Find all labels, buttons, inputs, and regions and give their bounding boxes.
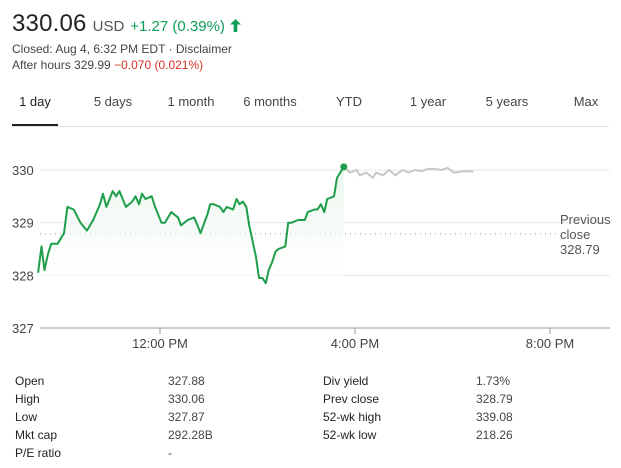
- key-stats-table: Open 327.88 Div yield 1.73% High 330.06 …: [15, 372, 513, 462]
- after-hours-price: After hours 329.99: [12, 58, 111, 72]
- price-row: 330.06 USD +1.27 (0.39%): [12, 10, 612, 38]
- stat-label: Mkt cap: [15, 428, 58, 442]
- stat-label: Low: [15, 410, 38, 424]
- stats-row: Mkt cap 292.28B 52-wk low 218.26: [15, 426, 513, 444]
- stat-value: [476, 444, 513, 462]
- price-change: +1.27 (0.39%): [130, 18, 225, 35]
- closed-timestamp: Closed: Aug 4, 6:32 PM EDT · Disclaimer: [12, 42, 232, 56]
- x-tick-label: 12:00 PM: [132, 336, 188, 351]
- y-tick-label: 330: [12, 163, 34, 178]
- tab-1-day[interactable]: 1 day: [12, 82, 58, 126]
- stat-value: -: [168, 446, 172, 460]
- price-series-line: [37, 166, 345, 285]
- stats-row: Low 327.87 52-wk high 339.08: [15, 408, 513, 426]
- stats-row: P/E ratio -: [15, 444, 513, 462]
- stat-label: Div yield: [323, 374, 369, 388]
- previous-close-value: 328.79: [560, 242, 600, 257]
- stat-value: 328.79: [476, 392, 513, 406]
- stat-value: 330.06: [168, 392, 205, 406]
- price-chart[interactable]: 330 329 328 327 12:00 PM 4:00 PM 8:00 PM Previo…: [0, 140, 621, 360]
- tab-1-year[interactable]: 1 year: [409, 94, 447, 109]
- stat-value: 1.73%: [476, 374, 511, 388]
- stat-label: Open: [15, 374, 45, 388]
- x-tick-label: 4:00 PM: [331, 336, 379, 351]
- up-arrow-icon: [229, 19, 241, 32]
- current-price: 330.06: [12, 10, 87, 37]
- stats-row: Open 327.88 Div yield 1.73%: [15, 372, 513, 390]
- tab-ytd[interactable]: YTD: [336, 94, 362, 109]
- stat-label: 52-wk high: [323, 410, 382, 424]
- previous-close-label: close: [560, 227, 590, 242]
- stat-value: 327.87: [168, 410, 205, 424]
- stats-row: High 330.06 Prev close 328.79: [15, 390, 513, 408]
- key-stats: Open 327.88 Div yield 1.73% High 330.06 …: [15, 372, 615, 462]
- y-tick-label: 327: [12, 321, 34, 336]
- stat-value: 327.88: [168, 374, 205, 388]
- quote-header: 330.06 USD +1.27 (0.39%) Closed: Aug 4, …: [12, 10, 612, 72]
- y-tick-label: 328: [12, 268, 34, 283]
- stat-label: High: [15, 392, 40, 406]
- after-hours-line: After hours 329.99 −0.070 (0.021%): [12, 58, 612, 72]
- price-area-fill: [38, 166, 344, 284]
- tab-5-years[interactable]: 5 years: [485, 94, 529, 109]
- tab-1-month[interactable]: 1 month: [167, 94, 215, 109]
- stat-label: P/E ratio: [15, 446, 62, 460]
- tab-5-days[interactable]: 5 days: [93, 94, 133, 109]
- y-tick-label: 329: [12, 216, 34, 231]
- stat-value: 292.28B: [168, 428, 213, 442]
- after-hours-series-line: [343, 166, 474, 179]
- tab-6-months[interactable]: 6 months: [243, 94, 297, 109]
- stat-label: Prev close: [323, 392, 380, 406]
- stat-value: 218.26: [476, 428, 513, 442]
- after-hours-change: −0.070 (0.021%): [114, 58, 204, 72]
- price-chart-svg: 330 329 328 327 12:00 PM 4:00 PM 8:00 PM Previo…: [12, 163, 611, 351]
- close-point-marker: [340, 163, 348, 171]
- stat-value: 339.08: [476, 410, 513, 424]
- previous-close-label: Previous: [560, 212, 611, 227]
- stat-label: 52-wk low: [323, 428, 377, 442]
- currency-label: USD: [92, 18, 125, 35]
- x-tick-label: 8:00 PM: [526, 336, 574, 351]
- range-tabs: 1 day 5 days 1 month 6 months YTD 1 year…: [12, 82, 609, 127]
- stat-label: [323, 444, 476, 462]
- tab-max[interactable]: Max: [573, 94, 599, 109]
